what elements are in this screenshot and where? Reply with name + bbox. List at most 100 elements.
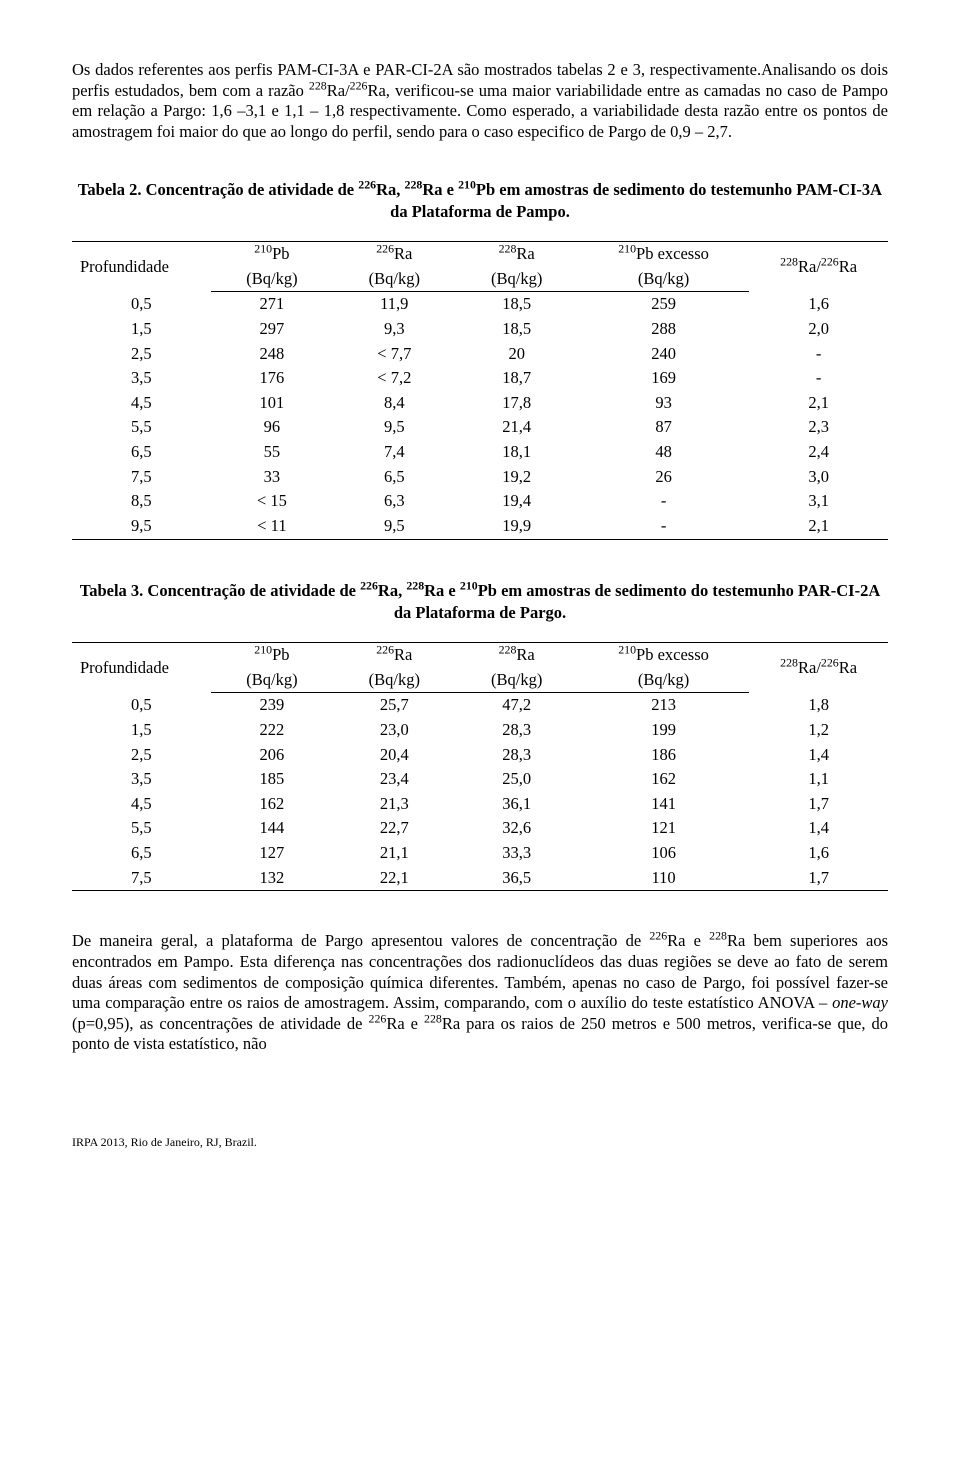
table-cell: 9,5 [72,514,211,539]
th-228ra: 228Ra [456,242,578,267]
p1-text-mid1: Ra/ [327,81,350,100]
table-row: 4,51018,417,8932,1 [72,391,888,416]
table-cell: 2,1 [749,514,888,539]
table-cell: 11,9 [333,292,455,317]
table-cell: 36,5 [456,866,578,891]
th-210pb-excesso: 210Pb excesso [578,242,749,267]
table-cell: 20 [456,342,578,367]
table-cell: - [578,489,749,514]
th-unit: (Bq/kg) [211,267,333,292]
table-row: 1,522223,028,31991,2 [72,718,888,743]
table-cell: 259 [578,292,749,317]
table-cell: 9,3 [333,317,455,342]
table-cell: 8,5 [72,489,211,514]
table-cell: 23,4 [333,767,455,792]
table-cell: 5,5 [72,415,211,440]
table-cell: 2,4 [749,440,888,465]
table-row: 9,5< 119,519,9-2,1 [72,514,888,539]
table-cell: 21,3 [333,792,455,817]
table-cell: 1,5 [72,317,211,342]
table-cell: 21,1 [333,841,455,866]
sup-226: 226 [350,78,368,92]
table-cell: 7,4 [333,440,455,465]
table-cell: 239 [211,693,333,718]
table-cell: 22,7 [333,816,455,841]
th-unit: (Bq/kg) [333,267,455,292]
table-cell: 185 [211,767,333,792]
table-cell: 5,5 [72,816,211,841]
table-cell: 248 [211,342,333,367]
table-cell: 4,5 [72,391,211,416]
table-cell: 240 [578,342,749,367]
page-footer: IRPA 2013, Rio de Janeiro, RJ, Brazil. [72,1135,888,1150]
table-cell: 19,4 [456,489,578,514]
table-cell: 1,8 [749,693,888,718]
table3-head: Profundidade 210Pb 226Ra 228Ra 210Pb exc… [72,643,888,693]
table-cell: 297 [211,317,333,342]
table-cell: 22,1 [333,866,455,891]
table-row: 2,5248< 7,720240- [72,342,888,367]
table-cell: 288 [578,317,749,342]
table-cell: 3,0 [749,465,888,490]
table-cell: 55 [211,440,333,465]
table-cell: < 7,2 [333,366,455,391]
table-cell: 20,4 [333,743,455,768]
table-cell: 4,5 [72,792,211,817]
table-cell: 7,5 [72,465,211,490]
th-unit: (Bq/kg) [578,668,749,693]
th-226ra: 226Ra [333,643,455,668]
table-row: 2,520620,428,31861,4 [72,743,888,768]
table-row: 6,512721,133,31061,6 [72,841,888,866]
table-cell: 18,5 [456,292,578,317]
table-cell: 0,5 [72,693,211,718]
table-cell: 32,6 [456,816,578,841]
table3: Profundidade 210Pb 226Ra 228Ra 210Pb exc… [72,642,888,891]
table-cell: 96 [211,415,333,440]
table-cell: 110 [578,866,749,891]
table-cell: 162 [211,792,333,817]
table2-caption: Tabela 2. Concentração de atividade de 2… [72,179,888,224]
table-cell: 0,5 [72,292,211,317]
table-row: 1,52979,318,52882,0 [72,317,888,342]
th-210pb: 210Pb [211,242,333,267]
th-unit: (Bq/kg) [456,267,578,292]
table-row: 4,516221,336,11411,7 [72,792,888,817]
table-cell: 36,1 [456,792,578,817]
table-cell: 3,5 [72,366,211,391]
table-cell: 28,3 [456,718,578,743]
table-row: 8,5< 156,319,4-3,1 [72,489,888,514]
table-cell: 2,5 [72,743,211,768]
th-228ra: 228Ra [456,643,578,668]
table-cell: 3,5 [72,767,211,792]
table-cell: - [749,342,888,367]
table-cell: 106 [578,841,749,866]
table-cell: 48 [578,440,749,465]
table-cell: 9,5 [333,514,455,539]
table-cell: 1,4 [749,743,888,768]
table-cell: 47,2 [456,693,578,718]
table-cell: 25,0 [456,767,578,792]
th-unit: (Bq/kg) [333,668,455,693]
table-cell: 33,3 [456,841,578,866]
table-cell: - [578,514,749,539]
table-cell: 21,4 [456,415,578,440]
table-cell: 1,4 [749,816,888,841]
table-row: 7,5336,519,2263,0 [72,465,888,490]
th-profundidade: Profundidade [72,643,211,693]
table-cell: 206 [211,743,333,768]
table-cell: 1,7 [749,866,888,891]
table-cell: 28,3 [456,743,578,768]
table-cell: 169 [578,366,749,391]
th-ratio: 228Ra/226Ra [749,643,888,693]
table-cell: 121 [578,816,749,841]
table-cell: 26 [578,465,749,490]
table-row: 0,527111,918,52591,6 [72,292,888,317]
table-cell: 1,7 [749,792,888,817]
table-cell: 271 [211,292,333,317]
table-cell: 6,5 [72,841,211,866]
table-cell: 1,2 [749,718,888,743]
table-row: 5,5969,521,4872,3 [72,415,888,440]
table-row: 5,514422,732,61211,4 [72,816,888,841]
table3-body: 0,523925,747,22131,81,522223,028,31991,2… [72,693,888,891]
th-unit: (Bq/kg) [578,267,749,292]
